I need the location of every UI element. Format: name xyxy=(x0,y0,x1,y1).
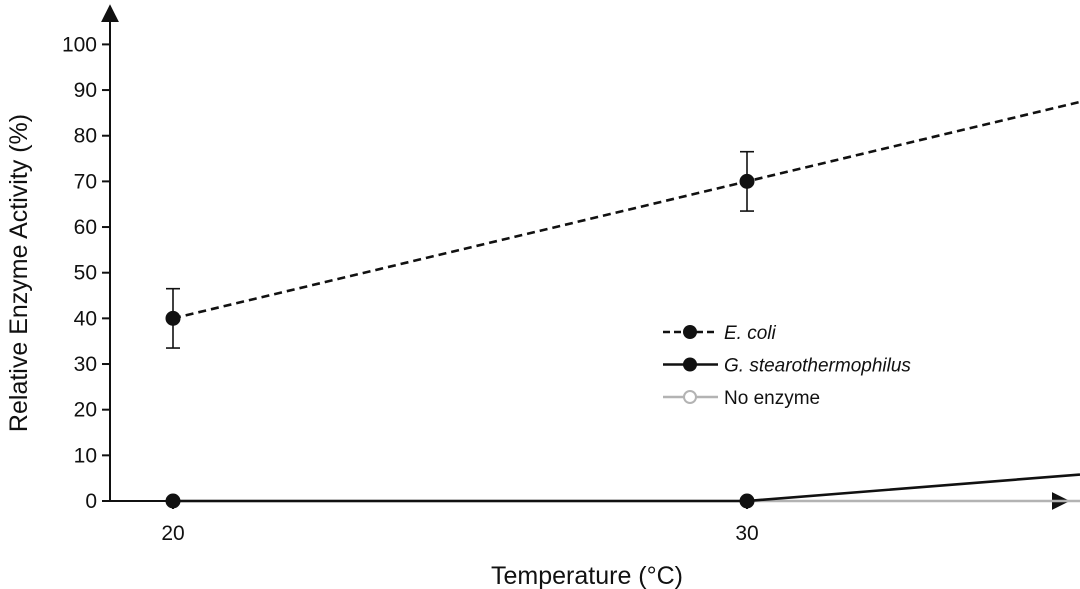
y-tick-label: 60 xyxy=(74,216,97,239)
data-point xyxy=(165,310,181,326)
x-tick-label: 30 xyxy=(735,522,758,545)
y-tick-label: 40 xyxy=(74,307,97,330)
series-layer xyxy=(165,100,1080,509)
y-tick-label: 100 xyxy=(62,33,97,56)
series-e-coli xyxy=(165,100,1080,349)
data-point xyxy=(739,493,755,509)
series-g-stearothermophilus xyxy=(165,473,1080,509)
legend: E. coli G. stearothermophilus No enzyme xyxy=(663,323,911,409)
legend-marker xyxy=(683,325,697,339)
y-tick-label: 0 xyxy=(85,490,97,513)
x-tick-label: 20 xyxy=(161,522,184,545)
axes: 20304050607080900102030405060708090100 xyxy=(62,4,1070,545)
legend-label: No enzyme xyxy=(724,388,820,409)
y-tick-label: 90 xyxy=(74,79,97,102)
legend-item: E. coli xyxy=(663,323,777,344)
y-tick-label: 30 xyxy=(74,353,97,376)
y-axis-title: Relative Enzyme Activity (%) xyxy=(5,114,33,432)
series-line xyxy=(173,473,1080,503)
y-tick-label: 70 xyxy=(74,170,97,193)
y-tick-label: 10 xyxy=(74,444,97,467)
y-tick-label: 50 xyxy=(74,262,97,285)
series-line xyxy=(172,100,1080,320)
x-axis-title: Temperature (°C) xyxy=(491,562,683,589)
legend-label: G. stearothermophilus xyxy=(724,356,911,377)
legend-label: E. coli xyxy=(724,323,777,344)
legend-item: No enzyme xyxy=(663,388,820,409)
y-tick-label: 80 xyxy=(74,125,97,148)
legend-marker xyxy=(683,390,697,404)
legend-item: G. stearothermophilus xyxy=(663,356,911,377)
legend-marker xyxy=(683,357,697,372)
y-tick-label: 20 xyxy=(74,399,97,422)
data-point xyxy=(165,493,181,509)
data-point xyxy=(739,173,755,189)
